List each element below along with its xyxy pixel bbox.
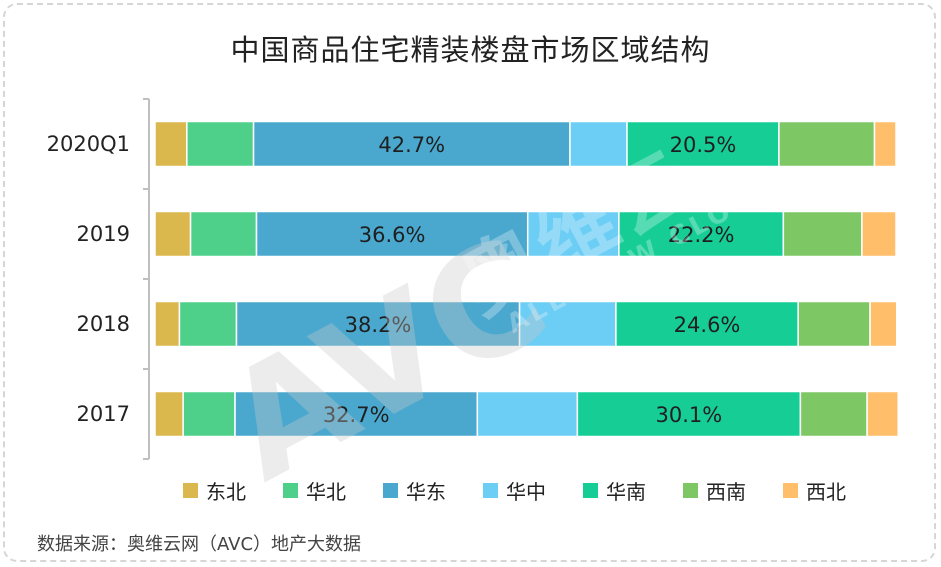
bar-segment — [797, 300, 871, 348]
legend-swatch — [483, 483, 498, 498]
bar-segment — [618, 210, 785, 258]
bar-segment — [626, 120, 780, 168]
bar-segment — [476, 390, 579, 438]
legend: 东北 华北 华东 华中 华南 西南 西北 — [183, 476, 883, 505]
bar-segment — [255, 210, 529, 258]
legend-item: 华北 — [283, 476, 346, 505]
bar-segment — [866, 390, 899, 438]
bar-segment — [178, 300, 238, 348]
bar-segment — [799, 390, 868, 438]
legend-item: 华南 — [583, 476, 646, 505]
legend-label: 华南 — [606, 480, 646, 504]
legend-swatch — [683, 483, 698, 498]
bar-segment — [861, 210, 897, 258]
category-label: 2018 — [77, 312, 130, 336]
bar-segment — [576, 390, 802, 438]
source-note: 数据来源：奥维云网（AVC）地产大数据 — [37, 534, 362, 555]
bar-segment — [252, 120, 571, 168]
legend-item: 华中 — [483, 476, 546, 505]
data-label: 36.6% — [359, 223, 426, 247]
data-label: 20.5% — [670, 133, 737, 157]
category-label: 2020Q1 — [47, 132, 130, 156]
legend-label: 西北 — [806, 480, 846, 504]
bar-segment — [518, 300, 617, 348]
legend-label: 华中 — [506, 480, 546, 504]
bar-segment — [615, 300, 799, 348]
bar-segment — [154, 120, 188, 168]
bar-segment — [782, 210, 863, 258]
legend-label: 东北 — [206, 480, 246, 504]
chart-frame — [3, 3, 936, 562]
data-label: 32.7% — [323, 403, 390, 427]
legend-label: 华北 — [306, 480, 346, 504]
data-label: 42.7% — [378, 133, 445, 157]
data-label: 30.1% — [656, 403, 723, 427]
bar-segment — [182, 390, 236, 438]
bar-segment — [154, 300, 181, 348]
data-label: 38.2% — [345, 313, 412, 337]
category-label: 2019 — [77, 222, 130, 246]
legend-swatch — [583, 483, 598, 498]
legend-item: 西南 — [683, 476, 746, 505]
legend-swatch — [183, 483, 198, 498]
bar-segment — [186, 120, 255, 168]
bar-segment — [154, 210, 192, 258]
data-label: 24.6% — [674, 313, 741, 337]
legend-swatch — [283, 483, 298, 498]
bar-segment — [869, 300, 898, 348]
bar-segment — [569, 120, 628, 168]
bar-segment — [526, 210, 620, 258]
bar-segment — [778, 120, 876, 168]
chart-title: 中国商品住宅精装楼盘市场区域结构 — [230, 33, 711, 67]
legend-label: 西南 — [706, 480, 746, 504]
category-label: 2017 — [77, 402, 130, 426]
legend-item: 西北 — [783, 476, 846, 505]
bar-segment — [873, 120, 897, 168]
bar-segment — [154, 390, 184, 438]
legend-item: 东北 — [183, 476, 246, 505]
bar-segment — [189, 210, 258, 258]
legend-item: 华东 — [383, 476, 446, 505]
legend-label: 华东 — [406, 480, 446, 504]
legend-swatch — [783, 483, 798, 498]
data-label: 22.2% — [668, 223, 735, 247]
legend-swatch — [383, 483, 398, 498]
